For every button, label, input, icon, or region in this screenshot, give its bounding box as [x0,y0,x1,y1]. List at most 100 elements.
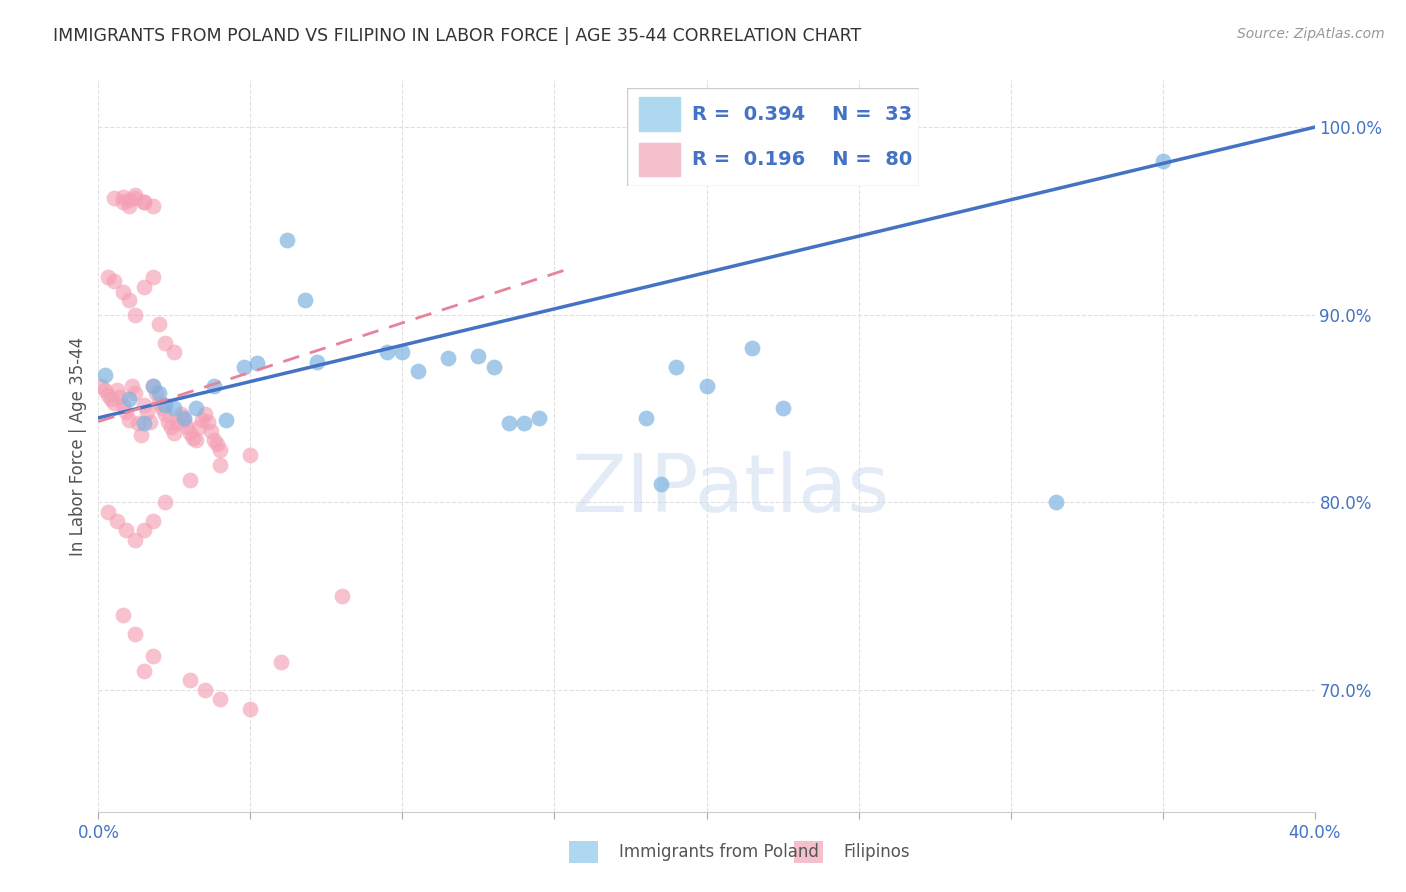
Point [184,401,207,416]
Point [96,388,118,402]
Point [118,293,141,307]
Point [155,495,177,509]
Point [233,360,256,375]
Point [155,398,177,412]
Point [142,514,165,528]
Point [173,410,195,425]
Point [132,195,155,210]
Point [239,701,262,715]
Text: IMMIGRANTS FROM POLAND VS FILIPINO IN LABOR FORCE | AGE 35-44 CORRELATION CHART: IMMIGRANTS FROM POLAND VS FILIPINO IN LA… [53,27,862,45]
Point [145,386,167,401]
Point [142,379,165,393]
Point [103,396,125,410]
Point [124,386,146,401]
Text: Immigrants from Poland: Immigrants from Poland [619,843,818,861]
Point [482,360,505,375]
Text: ZIPatlas: ZIPatlas [572,450,890,529]
Point [176,420,198,434]
Point [129,427,152,442]
FancyBboxPatch shape [794,841,823,863]
Point [108,390,131,404]
Point [132,279,155,293]
Point [194,682,217,697]
Point [132,524,155,538]
Point [665,360,688,375]
Point [181,432,204,446]
Point [245,356,267,370]
Point [467,349,489,363]
Point [105,514,128,528]
Point [118,199,141,213]
Point [96,505,118,519]
Point [148,317,170,331]
Point [111,607,134,622]
Point [179,425,201,440]
Point [124,626,146,640]
Point [148,386,170,401]
Point [136,405,159,419]
Point [202,434,225,448]
Point [93,383,115,397]
Point [118,413,141,427]
Text: Filipinos: Filipinos [844,843,910,861]
Point [114,405,136,419]
Point [111,398,134,412]
Point [1045,495,1067,509]
Point [127,417,149,431]
Point [90,379,112,393]
Point [375,345,398,359]
Point [498,417,520,431]
Point [132,195,155,210]
Point [93,368,115,382]
FancyBboxPatch shape [569,841,598,863]
Point [209,442,232,457]
Point [406,364,429,378]
Point [696,379,718,393]
Point [209,692,232,706]
Point [111,195,134,210]
Point [330,589,353,603]
Point [741,342,763,356]
Point [105,383,128,397]
Point [163,401,186,416]
Point [121,379,143,393]
Point [139,415,162,429]
Point [184,434,207,448]
Point [179,673,201,688]
Point [103,274,125,288]
Point [124,187,146,202]
Text: Source: ZipAtlas.com: Source: ZipAtlas.com [1237,27,1385,41]
Point [1152,153,1174,168]
Point [124,308,146,322]
Point [103,191,125,205]
Point [205,437,228,451]
Point [179,473,201,487]
Point [173,413,195,427]
Point [391,345,413,359]
Point [124,191,146,205]
Point [772,401,794,416]
Point [118,392,141,406]
Point [634,410,657,425]
Point [307,354,329,368]
Point [142,379,165,393]
Y-axis label: In Labor Force | Age 35-44: In Labor Force | Age 35-44 [69,336,87,556]
Point [155,407,177,421]
Point [111,285,134,300]
Point [114,524,136,538]
Point [215,413,238,427]
Point [270,655,292,669]
Point [163,425,186,440]
Point [142,199,165,213]
Point [132,664,155,678]
Point [276,233,298,247]
Point [437,351,460,365]
Point [124,533,146,547]
Point [191,413,214,427]
Point [150,401,173,416]
Point [132,398,155,412]
Point [209,458,232,472]
Point [148,396,170,410]
Point [155,335,177,350]
Point [118,194,141,208]
